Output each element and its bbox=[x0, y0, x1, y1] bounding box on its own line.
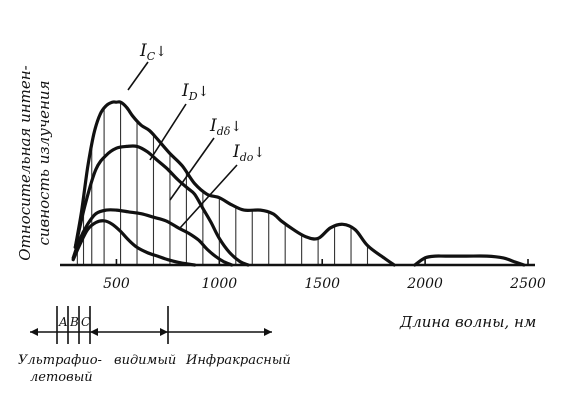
series-label-ido: Ido↓ bbox=[232, 142, 265, 164]
visible-arrow-left bbox=[90, 328, 98, 336]
series-label-ic: IC↓ bbox=[139, 41, 167, 63]
leader-idd bbox=[169, 137, 215, 201]
x-tick-label: 2000 bbox=[406, 276, 443, 292]
x-tick-label: 2500 bbox=[509, 276, 546, 292]
visible-arrow-right bbox=[160, 328, 168, 336]
band-letter-b: B bbox=[69, 315, 79, 329]
y-axis-label-line1: Относительная интен- bbox=[16, 65, 34, 260]
infrared-arrow-right bbox=[264, 328, 272, 336]
curve-ido bbox=[71, 219, 197, 267]
curves bbox=[71, 100, 526, 267]
uv-label-line2: летовый bbox=[30, 370, 93, 385]
uv-arrow-left bbox=[30, 328, 38, 336]
band-letter-c: C bbox=[81, 315, 90, 329]
spectral-bands: A B C Ультрафио- летовый видимый Инфракр… bbox=[18, 306, 291, 385]
x-axis-label: Длина волны, нм bbox=[399, 313, 536, 331]
curve-id bbox=[73, 144, 250, 267]
series-label-id: ID↓ bbox=[181, 81, 209, 103]
visible-label: видимый bbox=[114, 353, 176, 368]
y-axis-label: Относительная интен- сивность излучения bbox=[16, 65, 53, 260]
x-axis-ticks: 500 1000 1500 2000 2500 bbox=[103, 259, 546, 292]
leader-id bbox=[149, 103, 187, 161]
x-tick-label: 500 bbox=[103, 276, 130, 292]
uv-label-line1: Ультрафио- bbox=[18, 353, 102, 368]
curve-ic bbox=[73, 100, 396, 267]
x-tick-label: 1500 bbox=[304, 276, 340, 292]
x-tick-label: 1000 bbox=[202, 276, 238, 292]
curve-labels: IC↓ ID↓ Idδ↓ Ido↓ bbox=[127, 41, 265, 229]
hatch-lines bbox=[76, 102, 369, 265]
curve-idd bbox=[71, 208, 234, 267]
curve-ic-infrared-band bbox=[413, 254, 526, 267]
leader-ic bbox=[127, 61, 149, 91]
series-label-idd: Idδ↓ bbox=[209, 116, 242, 138]
infrared-label: Инфракрасный bbox=[185, 353, 291, 368]
leader-ido bbox=[179, 164, 238, 229]
y-axis-label-line2: сивность излучения bbox=[35, 80, 53, 245]
band-letter-a: A bbox=[58, 315, 68, 329]
